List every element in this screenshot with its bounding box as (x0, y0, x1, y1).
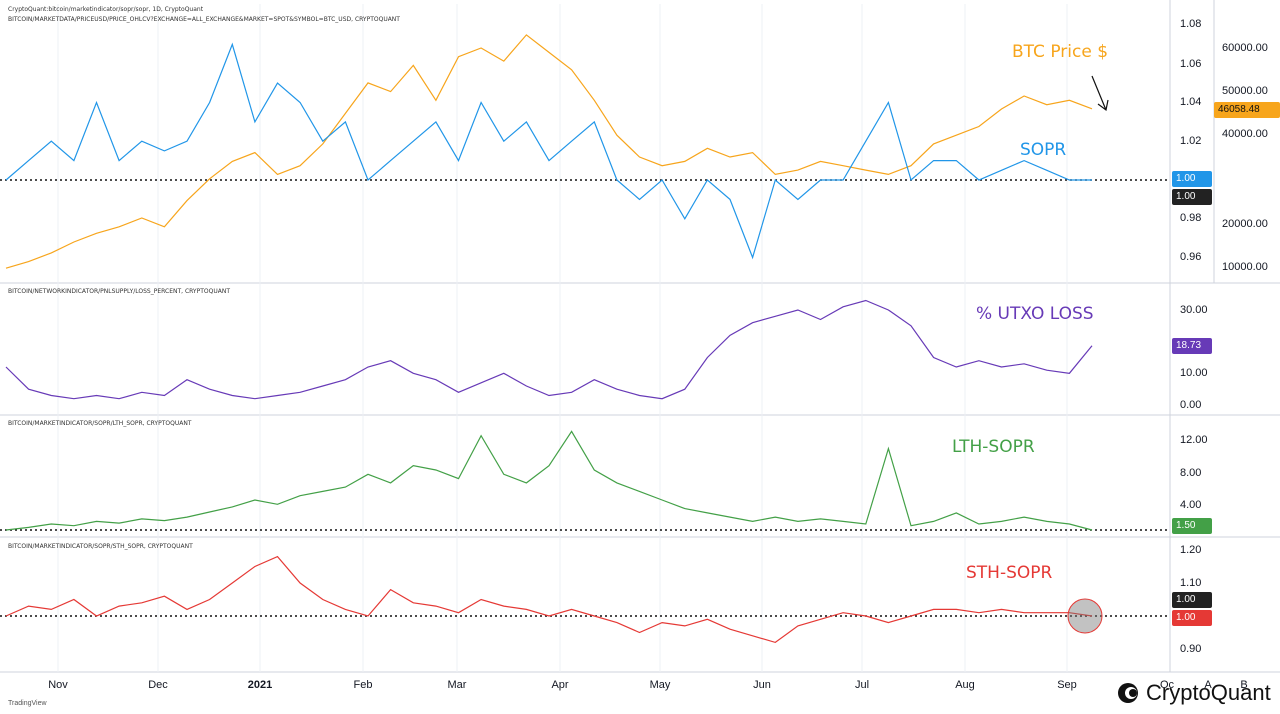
sth-tick: 1.10 (1180, 577, 1202, 589)
btc-price-annotation: BTC Price $ (1012, 42, 1109, 62)
sth-tick: 0.90 (1180, 643, 1202, 655)
sopr-tick: 1.04 (1180, 96, 1202, 108)
x-tick: 2021 (247, 679, 273, 691)
pane-background (0, 538, 1170, 672)
price-tick: 20000.00 (1222, 218, 1268, 230)
pane2-source: BITCOIN/NETWORKINDICATOR/PNLSUPPLY/LOSS_… (8, 288, 230, 295)
utxo-tick: 30.00 (1180, 304, 1208, 316)
price-tick: 40000.00 (1222, 128, 1268, 140)
utxo-loss-line (5, 299, 1093, 400)
x-tick: Jul (854, 679, 870, 691)
pane1-source: BITCOIN/MARKETDATA/PRICEUSD/PRICE_OHLCV?… (8, 16, 400, 23)
down-arrow-icon (1091, 75, 1109, 112)
sopr-line (5, 42, 1092, 260)
pane1-title: CryptoQuant:bitcoin/marketindicator/sopr… (8, 6, 204, 13)
pane3-source: BITCOIN/MARKETINDICATOR/SOPR/LTH_SOPR, C… (8, 420, 192, 427)
sopr-annotation: SOPR (1020, 140, 1067, 160)
x-tick: Jun (753, 679, 771, 691)
pane-background (0, 416, 1170, 537)
utxo-tick: 0.00 (1180, 399, 1202, 411)
lth-sopr-line (5, 430, 1093, 531)
lth-last-tag: 1.50 (1172, 518, 1212, 534)
x-tick: Oc (1159, 679, 1175, 691)
price-last-tag: 46058.48 (1214, 102, 1280, 118)
sth-last-tag: 1.00 (1172, 610, 1212, 626)
pane4-source: BITCOIN/MARKETINDICATOR/SOPR/STH_SOPR, C… (8, 543, 193, 550)
x-tick: Mar (447, 679, 467, 691)
price-tick: 60000.00 (1222, 42, 1268, 54)
utxo-tick: 10.00 (1180, 367, 1208, 379)
sth-ref-tag: 1.00 (1172, 592, 1212, 608)
utxo-last-tag: 18.73 (1172, 338, 1212, 354)
lth-sopr-annotation: LTH-SOPR (952, 437, 1035, 457)
price-tick: 10000.00 (1222, 261, 1268, 273)
lth-tick: 12.00 (1180, 434, 1208, 446)
lth-tick: 8.00 (1180, 467, 1202, 479)
pane-background (0, 4, 1170, 283)
sth-sopr-line (5, 555, 1093, 644)
x-tick: May (649, 679, 671, 691)
x-tick: Feb (353, 679, 373, 691)
highlight-circle (1067, 598, 1103, 634)
sth-sopr-annotation: STH-SOPR (966, 563, 1053, 583)
lth-tick: 4.00 (1180, 499, 1202, 511)
sopr-tick: 0.96 (1180, 251, 1202, 263)
x-tick: Apr (551, 679, 569, 691)
price-tick: 50000.00 (1222, 85, 1268, 97)
btc-price-line (5, 34, 1093, 269)
cryptoquant-logo: CryptoQuant (1116, 680, 1271, 706)
sopr-last-tag: 1.00 (1172, 171, 1212, 187)
cryptoquant-logo-text: CryptoQuant (1146, 680, 1271, 705)
x-tick: Sep (1057, 679, 1077, 691)
x-tick: Aug (955, 679, 975, 691)
sopr-tick: 1.08 (1180, 18, 1202, 30)
x-tick: Dec (148, 679, 168, 691)
x-tick: Nov (48, 679, 68, 691)
sopr-tick: 1.06 (1180, 58, 1202, 70)
sopr-tick: 0.98 (1180, 212, 1202, 224)
cryptoquant-logo-icon (1116, 681, 1140, 705)
sopr-tick: 1.02 (1180, 135, 1202, 147)
sth-tick: 1.20 (1180, 544, 1202, 556)
sopr-ref-tag: 1.00 (1172, 189, 1212, 205)
x-tick: A (1204, 679, 1212, 691)
x-tick: B (1240, 679, 1248, 691)
tradingview-credit[interactable]: TradingView (8, 700, 47, 707)
utxo-loss-annotation: % UTXO LOSS (976, 304, 1094, 324)
pane-background (0, 284, 1170, 415)
